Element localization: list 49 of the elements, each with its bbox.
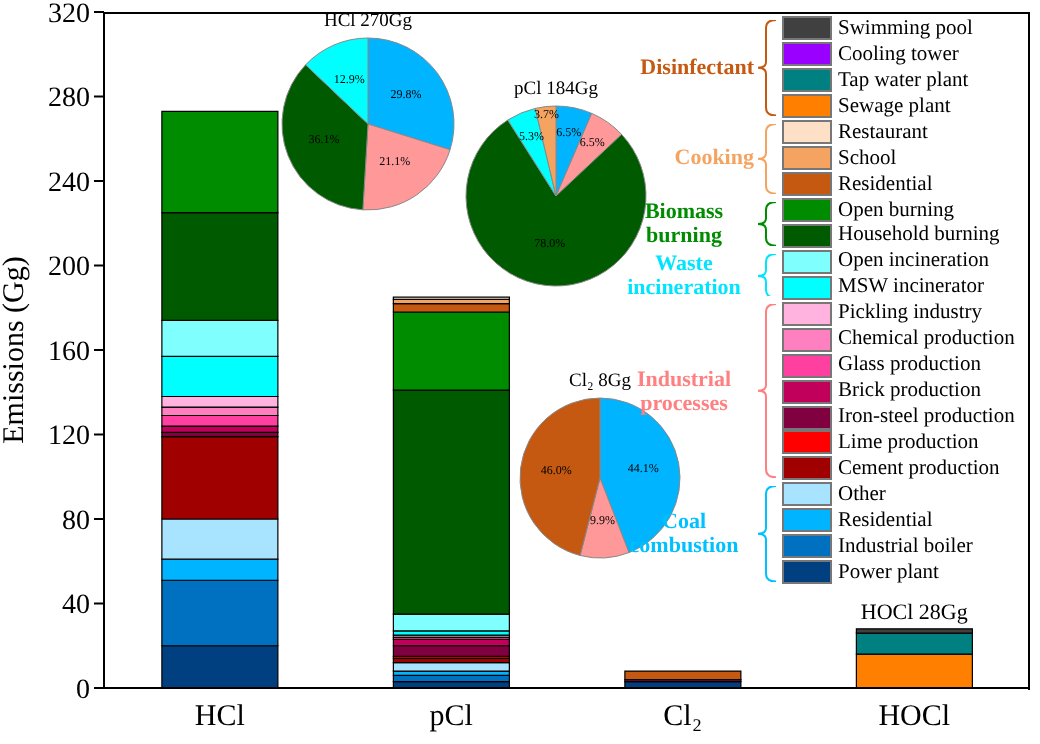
x-tick-label: Cl₂ xyxy=(663,701,703,734)
annotation: HOCl 28Gg xyxy=(860,600,969,625)
legend-label: Household burning xyxy=(838,224,1000,247)
legend-label: Open burning xyxy=(838,199,955,222)
x-tick-label: HOCl xyxy=(878,701,951,734)
y-tick-label: 120 xyxy=(48,422,90,453)
y-tick-label: 320 xyxy=(48,0,90,30)
bar xyxy=(392,645,510,657)
bar xyxy=(624,670,742,681)
y-tick-label: 200 xyxy=(48,253,90,284)
annotation: Disinfectant xyxy=(640,55,754,80)
y-tick-label: 240 xyxy=(48,168,90,199)
legend-label: Brick production xyxy=(838,380,981,403)
legend-label: Residential xyxy=(838,173,933,196)
bar xyxy=(161,414,279,427)
legend-label: Cooling tower xyxy=(838,43,959,66)
annotation: Cooking xyxy=(674,146,754,171)
x-tick-label: pCl xyxy=(429,701,473,734)
legend-label: Open incineration xyxy=(838,250,990,273)
y-tick-label: 160 xyxy=(48,337,90,368)
legend-label: Chemical production xyxy=(838,328,1015,351)
y-tick-label: 80 xyxy=(62,506,90,537)
legend-label: Other xyxy=(838,483,886,506)
x-tick-label: HCl xyxy=(194,701,245,734)
annotation: Waste incineration xyxy=(625,251,743,299)
chart-title: pCl 184Gg xyxy=(512,78,600,102)
legend-label: Residential xyxy=(838,509,933,532)
legend-label: Pickling industry xyxy=(838,302,983,325)
y-axis-title: Emissions (Gg) xyxy=(0,256,31,444)
chart-title: HCl 270Gg xyxy=(321,10,415,34)
legend-label: Glass production xyxy=(838,354,981,377)
legend-label: Cement production xyxy=(838,457,1000,480)
legend-label: Industrial boiler xyxy=(838,535,973,558)
legend-label: Lime production xyxy=(838,431,979,454)
legend-label: Power plant xyxy=(838,561,939,584)
y-tick-label: 280 xyxy=(48,84,90,115)
legend-label: Iron-steel production xyxy=(838,406,1015,429)
y-tick-label: 0 xyxy=(76,675,90,706)
bar xyxy=(392,662,510,672)
chart-title: Cl₂ 8Gg xyxy=(568,372,632,392)
annotation: Biomass burning xyxy=(642,199,726,248)
legend-label: Swimming pool xyxy=(838,17,973,40)
legend-label: Sewage plant xyxy=(838,95,951,118)
annotation: Industrial processes xyxy=(636,367,732,416)
legend-label: MSW incinerator xyxy=(838,276,984,299)
legend-label: School xyxy=(838,147,897,170)
legend-label: Restaurant xyxy=(838,121,928,144)
y-tick-label: 40 xyxy=(62,591,90,622)
legend-label: Tap water plant xyxy=(838,69,969,92)
